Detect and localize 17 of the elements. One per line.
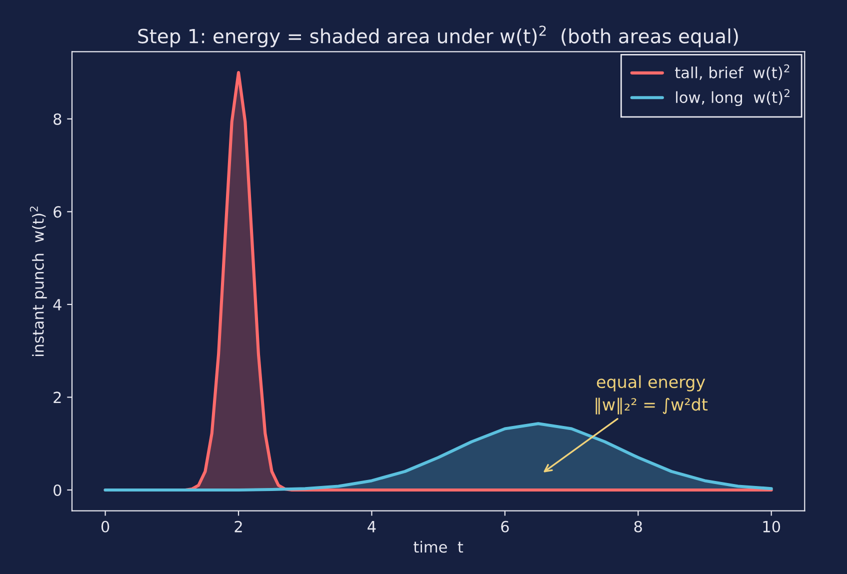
y-tick-label: 0 <box>54 484 62 496</box>
x-tick-label: 8 <box>634 520 642 532</box>
y-tick-label: 4 <box>53 299 62 310</box>
legend-label: low, long w(t)$^{2}$ <box>676 89 790 106</box>
x-tick-label: 2 <box>234 520 242 532</box>
annotation: equal energy ‖w‖₂² = ∫w²dt <box>596 375 708 414</box>
legend-label: tall, brief w(t)$^{2}$ <box>675 64 790 80</box>
x-tick-label: 10 <box>763 520 780 532</box>
y-axis-title: instant punch w(t)$^{2}$ <box>30 206 47 356</box>
x-axis-title: time t <box>414 540 464 553</box>
y-tick-label: 8 <box>54 113 62 125</box>
y-tick-label: 2 <box>54 392 61 404</box>
y-tick-label: 6 <box>54 206 62 218</box>
x-tick-label: 4 <box>368 521 376 532</box>
x-tick-label: 0 <box>101 520 110 532</box>
x-tick-label: 6 <box>501 520 509 532</box>
chart-title: Step 1: energy = shaded area under w(t)$^{2}$ (both areas equal) <box>138 26 738 48</box>
